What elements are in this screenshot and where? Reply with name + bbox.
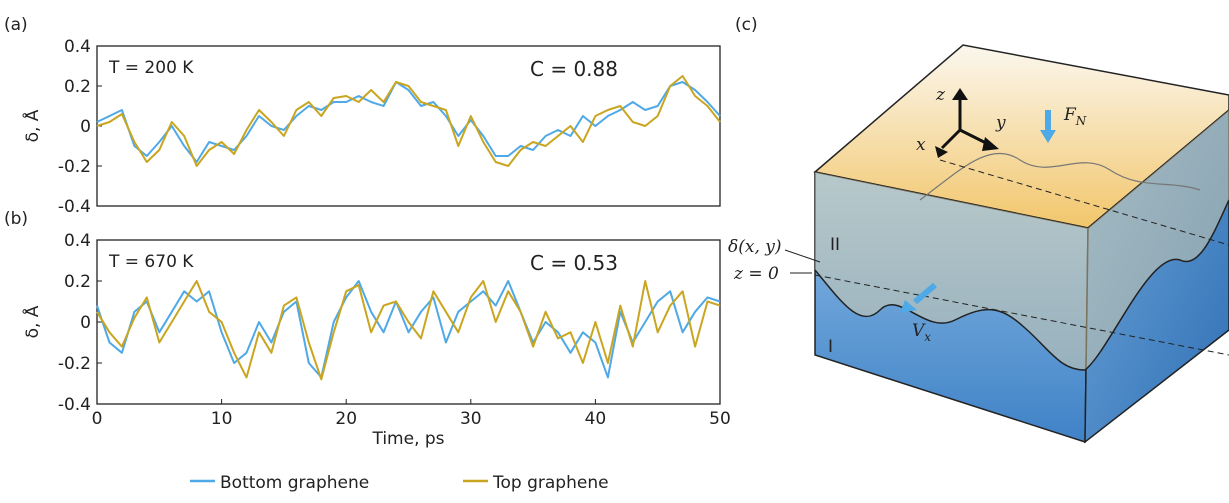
panel-label: (a) [4,15,28,35]
velocity-subscript: x [924,330,931,344]
region-label: II [830,235,840,255]
axis-label: y [995,113,1006,133]
legend-label: Top graphene [492,473,609,493]
velocity-label: Vx [912,321,931,344]
series-line [96,280,721,379]
x-tick-label: 20 [335,409,357,429]
x-tick-label: 50 [709,409,731,429]
x-tick-label: 30 [460,409,482,429]
axis-label: z [935,85,946,105]
axis-arrow [940,128,962,150]
annotation: T = 200 K [108,58,194,78]
y-axis-label: δ, Å [21,305,43,338]
arrowhead [982,137,999,151]
y-tick-label: 0.2 [64,77,91,97]
box-side [1084,109,1229,444]
y-tick-label: 0 [80,313,91,333]
velocity-arrow [913,282,937,305]
y-tick-label: -0.2 [58,157,91,177]
surface-label: δ(x, y) [728,237,782,257]
y-tick-label: 0.4 [64,231,91,251]
arrowhead [900,300,917,313]
velocity-symbol: V [912,321,926,341]
x-tick-label: 40 [585,409,607,429]
zero-plane [814,274,1229,356]
surface-ridge [919,152,1201,201]
x-tick-label: 0 [92,409,103,429]
annotation: T = 670 K [108,252,194,272]
y-tick-label: -0.4 [58,395,91,415]
arrowhead [952,88,968,100]
y-tick-label: -0.2 [58,354,91,374]
panel-label: (c) [735,15,758,35]
annotation: C = 0.53 [530,251,618,275]
x-tick-label: 10 [211,409,233,429]
surface-front [815,110,1229,370]
y-tick-label: 0.2 [64,272,91,292]
y-tick-label: 0.4 [64,37,91,57]
force-symbol: F [1063,105,1077,125]
y-tick-label: 0 [80,117,91,137]
arrowhead [1040,130,1056,143]
annotation: C = 0.88 [530,57,618,81]
arrowhead [935,146,948,158]
legend-label: Bottom graphene [220,473,369,493]
y-axis-label: δ, Å [21,109,43,142]
diagram: (c) z y x FN δ(x, y) II z = 0 I Vx [728,15,1229,444]
reference-label: z = 0 [733,264,779,284]
x-axis-label: Time, ps [371,429,444,449]
force-label: FN [1063,105,1087,128]
surface-edge [814,269,1086,371]
region-label: I [828,337,833,357]
y-tick-label: -0.4 [58,197,91,217]
series-line [96,280,721,381]
series-line [96,75,721,167]
series-line [96,81,721,163]
surface-edge [1084,199,1229,371]
axis-label: x [916,135,926,155]
leader-line [784,249,821,263]
panel-label: (b) [4,209,28,229]
force-subscript: N [1075,114,1087,128]
zero-plane [939,159,1229,246]
